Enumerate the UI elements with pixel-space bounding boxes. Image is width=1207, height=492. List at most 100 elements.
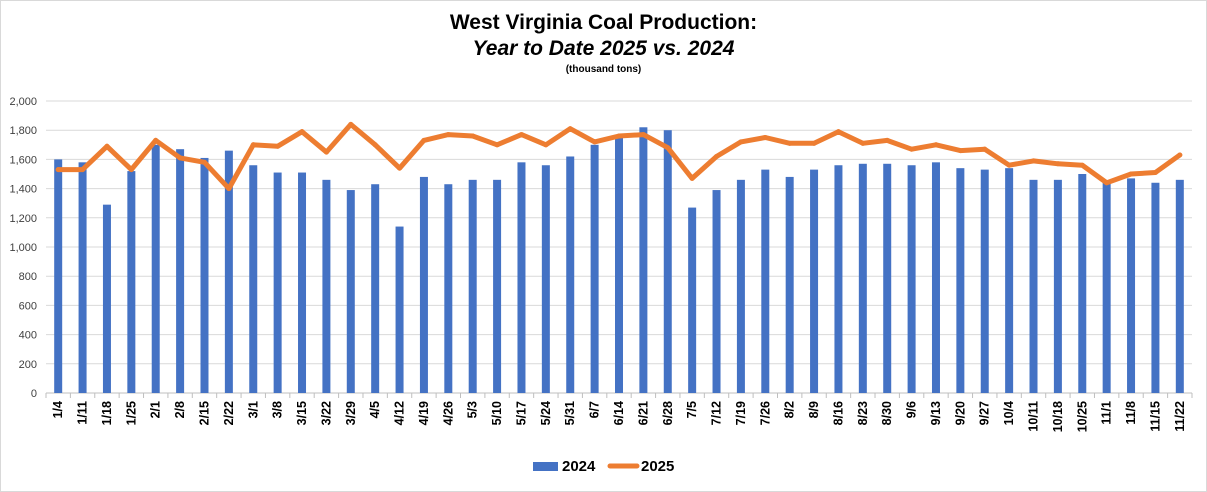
point-2025 [592, 139, 598, 145]
x-tick-label: 10/4 [1002, 401, 1016, 425]
x-tick-label: 4/12 [393, 401, 407, 425]
bar-2024 [785, 176, 794, 393]
point-2025 [1152, 170, 1158, 176]
point-2025 [714, 153, 720, 159]
bar-2024 [346, 190, 355, 393]
point-2025 [1079, 162, 1085, 168]
x-tick-label: 8/23 [856, 401, 870, 425]
bar-2024 [1029, 179, 1038, 393]
bar-2024 [858, 163, 867, 393]
bar-2024 [541, 165, 550, 393]
x-tick-label: 1/11 [76, 401, 90, 425]
point-2025 [397, 165, 403, 171]
point-2025 [884, 137, 890, 143]
point-2025 [250, 142, 256, 148]
point-2025 [299, 129, 305, 135]
bar-2024 [224, 150, 233, 393]
point-2025 [1031, 158, 1037, 164]
bar-2024 [1005, 168, 1014, 393]
y-tick-label: 400 [19, 330, 37, 342]
point-2025 [153, 137, 159, 143]
x-tick-label: 7/26 [758, 401, 772, 425]
bar-2024 [956, 168, 965, 393]
x-tick-label: 5/10 [490, 401, 504, 425]
x-tick-label: 3/1 [246, 401, 260, 418]
point-2025 [567, 126, 573, 132]
bar-2024 [517, 162, 526, 393]
point-2025 [80, 167, 86, 173]
point-2025 [348, 121, 354, 127]
x-tick-label: 1/18 [100, 401, 114, 425]
point-2025 [616, 133, 622, 139]
bar-2024 [810, 169, 819, 393]
bar-2024 [493, 179, 502, 393]
x-tick-label: 9/20 [953, 401, 967, 425]
point-2025 [226, 186, 232, 192]
bar-2024 [151, 144, 160, 393]
point-2025 [957, 148, 963, 154]
x-tick-label: 11/15 [1148, 401, 1162, 432]
bar-2024 [78, 162, 87, 393]
point-2025 [1177, 152, 1183, 158]
chart-subtitle: Year to Date 2025 vs. 2024 [472, 37, 735, 60]
bar-2024 [1078, 174, 1087, 393]
bar-2024 [54, 159, 63, 393]
point-2025 [372, 142, 378, 148]
chart-titles: West Virginia Coal Production: Year to D… [0, 10, 1207, 78]
y-tick-label: 200 [19, 359, 37, 371]
x-tick-label: 5/17 [514, 401, 528, 425]
legend-label-2024: 2024 [562, 458, 596, 475]
point-2025 [665, 145, 671, 151]
y-tick-label: 600 [19, 300, 37, 312]
point-2025 [811, 140, 817, 146]
x-tick-label: 9/27 [978, 401, 992, 425]
bar-2024 [127, 171, 136, 393]
point-2025 [543, 142, 549, 148]
point-2025 [909, 146, 915, 152]
x-tick-label: 8/9 [807, 401, 821, 418]
x-tick-label: 8/30 [880, 401, 894, 425]
y-tick-label: 1,600 [9, 154, 37, 166]
point-2025 [982, 146, 988, 152]
point-2025 [689, 175, 695, 181]
y-tick-label: 0 [31, 388, 37, 400]
x-tick-label: 10/18 [1051, 401, 1065, 432]
x-tick-label: 10/11 [1027, 401, 1041, 432]
bar-2024 [468, 179, 477, 393]
bar-2024 [931, 162, 940, 393]
bar-2024 [322, 179, 331, 393]
bar-2024 [639, 127, 648, 393]
x-tick-label: 8/16 [831, 401, 845, 425]
bar-2024 [736, 179, 745, 393]
x-tick-label: 3/22 [319, 401, 333, 425]
point-2025 [128, 167, 134, 173]
x-tick-label: 9/6 [905, 401, 919, 418]
x-tick-label: 10/25 [1075, 401, 1089, 432]
bar-2024 [176, 149, 185, 393]
legend-label-2025: 2025 [641, 458, 674, 475]
x-tick-label: 3/15 [295, 401, 309, 425]
chart-unit-note: (thousand tons) [565, 64, 642, 75]
point-2025 [518, 132, 524, 138]
x-tick-label: 4/19 [417, 401, 431, 425]
x-tick-label: 3/8 [271, 401, 285, 418]
point-2025 [470, 133, 476, 139]
y-tick-label: 800 [19, 271, 37, 283]
bar-2024 [1151, 182, 1160, 393]
bar-2024 [419, 176, 428, 393]
y-tick-label: 1,000 [9, 242, 37, 254]
bar-2024 [444, 184, 453, 393]
bar-2024 [249, 165, 258, 393]
bar-2024 [980, 169, 989, 393]
x-tick-label: 4/5 [368, 401, 382, 418]
x-tick-label: 6/7 [588, 401, 602, 418]
bar-2024 [371, 184, 380, 393]
x-tick-label: 2/22 [222, 401, 236, 425]
bar-2024 [761, 169, 770, 393]
bar-2024 [102, 204, 111, 393]
bar-2024 [566, 156, 575, 393]
x-tick-label: 7/12 [710, 401, 724, 425]
bar-2024 [834, 165, 843, 393]
point-2025 [104, 143, 110, 149]
point-2025 [177, 155, 183, 161]
